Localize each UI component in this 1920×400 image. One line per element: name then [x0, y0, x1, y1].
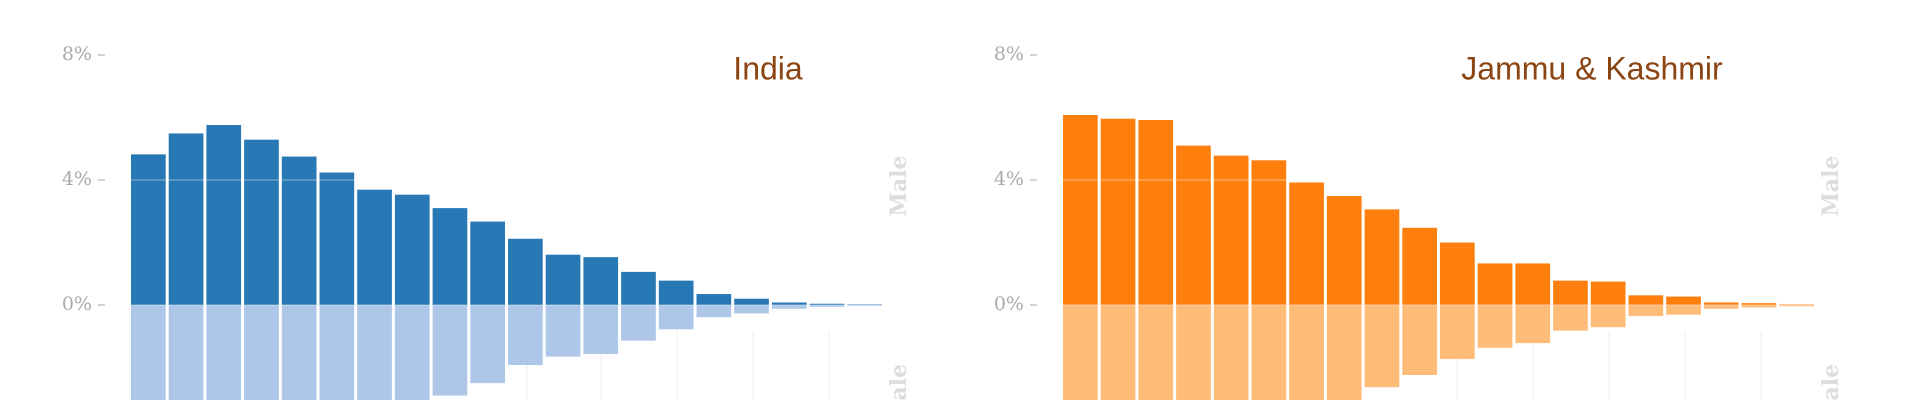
bar — [1326, 305, 1362, 400]
bar — [1628, 295, 1664, 305]
bar — [357, 189, 392, 305]
bar — [583, 257, 619, 305]
bar — [1440, 242, 1475, 305]
bar — [1402, 305, 1437, 375]
bar — [847, 304, 882, 305]
bar — [1063, 115, 1098, 305]
bar — [1779, 304, 1814, 305]
bar — [432, 305, 468, 396]
bar — [1138, 305, 1174, 400]
bar — [1477, 305, 1513, 348]
bar — [1553, 280, 1588, 305]
bar — [1289, 305, 1324, 400]
bar — [470, 221, 505, 305]
bar — [1364, 209, 1400, 305]
y-tick-label: 8% — [62, 43, 92, 65]
y-tick-label: 4% — [994, 168, 1024, 190]
bar — [1364, 305, 1400, 388]
bar — [621, 305, 656, 341]
bar — [394, 194, 430, 305]
bar — [244, 305, 279, 400]
chart-title: India — [733, 50, 803, 86]
bar — [244, 139, 279, 305]
bar — [545, 305, 581, 357]
bar — [470, 305, 505, 384]
bar — [1176, 305, 1211, 400]
bar — [1703, 302, 1739, 305]
bar — [734, 305, 769, 314]
bar — [168, 305, 204, 400]
bar — [545, 254, 581, 305]
bar — [1515, 263, 1551, 305]
y-tick-label: 4% — [62, 168, 92, 190]
bar — [1326, 195, 1362, 305]
bar — [1100, 118, 1136, 305]
bar — [1289, 182, 1324, 305]
bar — [319, 172, 355, 305]
bar — [1176, 145, 1211, 305]
chart-title: Jammu & Kashmir — [1461, 50, 1723, 86]
bar — [508, 305, 543, 365]
bar — [1477, 263, 1513, 305]
series-label: Male — [1818, 156, 1844, 217]
bar — [131, 154, 166, 305]
bar — [1741, 303, 1777, 305]
bar — [168, 133, 204, 305]
bar — [847, 305, 882, 306]
bar — [1251, 160, 1287, 305]
bar — [1628, 305, 1664, 316]
bar — [1779, 305, 1814, 307]
bar — [1138, 120, 1174, 305]
bar — [508, 238, 543, 305]
bar — [696, 294, 732, 305]
bar — [658, 305, 694, 330]
bar — [1666, 305, 1701, 315]
bar — [206, 125, 242, 305]
series-label: Female — [1818, 364, 1844, 400]
y-tick-label: 8% — [994, 43, 1024, 65]
bar — [658, 280, 694, 305]
bar — [1440, 305, 1475, 360]
bar — [281, 305, 317, 400]
bar — [281, 156, 317, 305]
series-label: Female — [886, 364, 912, 400]
bar — [1590, 281, 1626, 305]
series-label: Male — [886, 156, 912, 217]
bar — [583, 305, 619, 355]
bar — [1402, 227, 1437, 305]
bar — [1213, 155, 1249, 305]
bar — [1590, 305, 1626, 328]
bar — [771, 302, 807, 305]
bar — [1741, 305, 1777, 308]
bar — [809, 303, 845, 305]
bar — [1251, 305, 1287, 400]
bar — [771, 305, 807, 309]
bar — [206, 305, 242, 400]
bar — [696, 305, 732, 318]
bar — [319, 305, 355, 400]
bar — [1213, 305, 1249, 400]
bar — [357, 305, 392, 400]
bar — [1100, 305, 1136, 400]
bar — [394, 305, 430, 400]
bar — [734, 298, 769, 305]
bar — [1063, 305, 1098, 400]
y-tick-label: 0% — [994, 293, 1024, 315]
y-tick-label: 0% — [62, 293, 92, 315]
bar — [1703, 305, 1739, 309]
bar — [1553, 305, 1588, 331]
bar — [809, 305, 845, 307]
bar — [1515, 305, 1551, 344]
bar — [1666, 296, 1701, 305]
bar — [432, 208, 468, 305]
bar — [621, 271, 656, 305]
bar — [131, 305, 166, 400]
